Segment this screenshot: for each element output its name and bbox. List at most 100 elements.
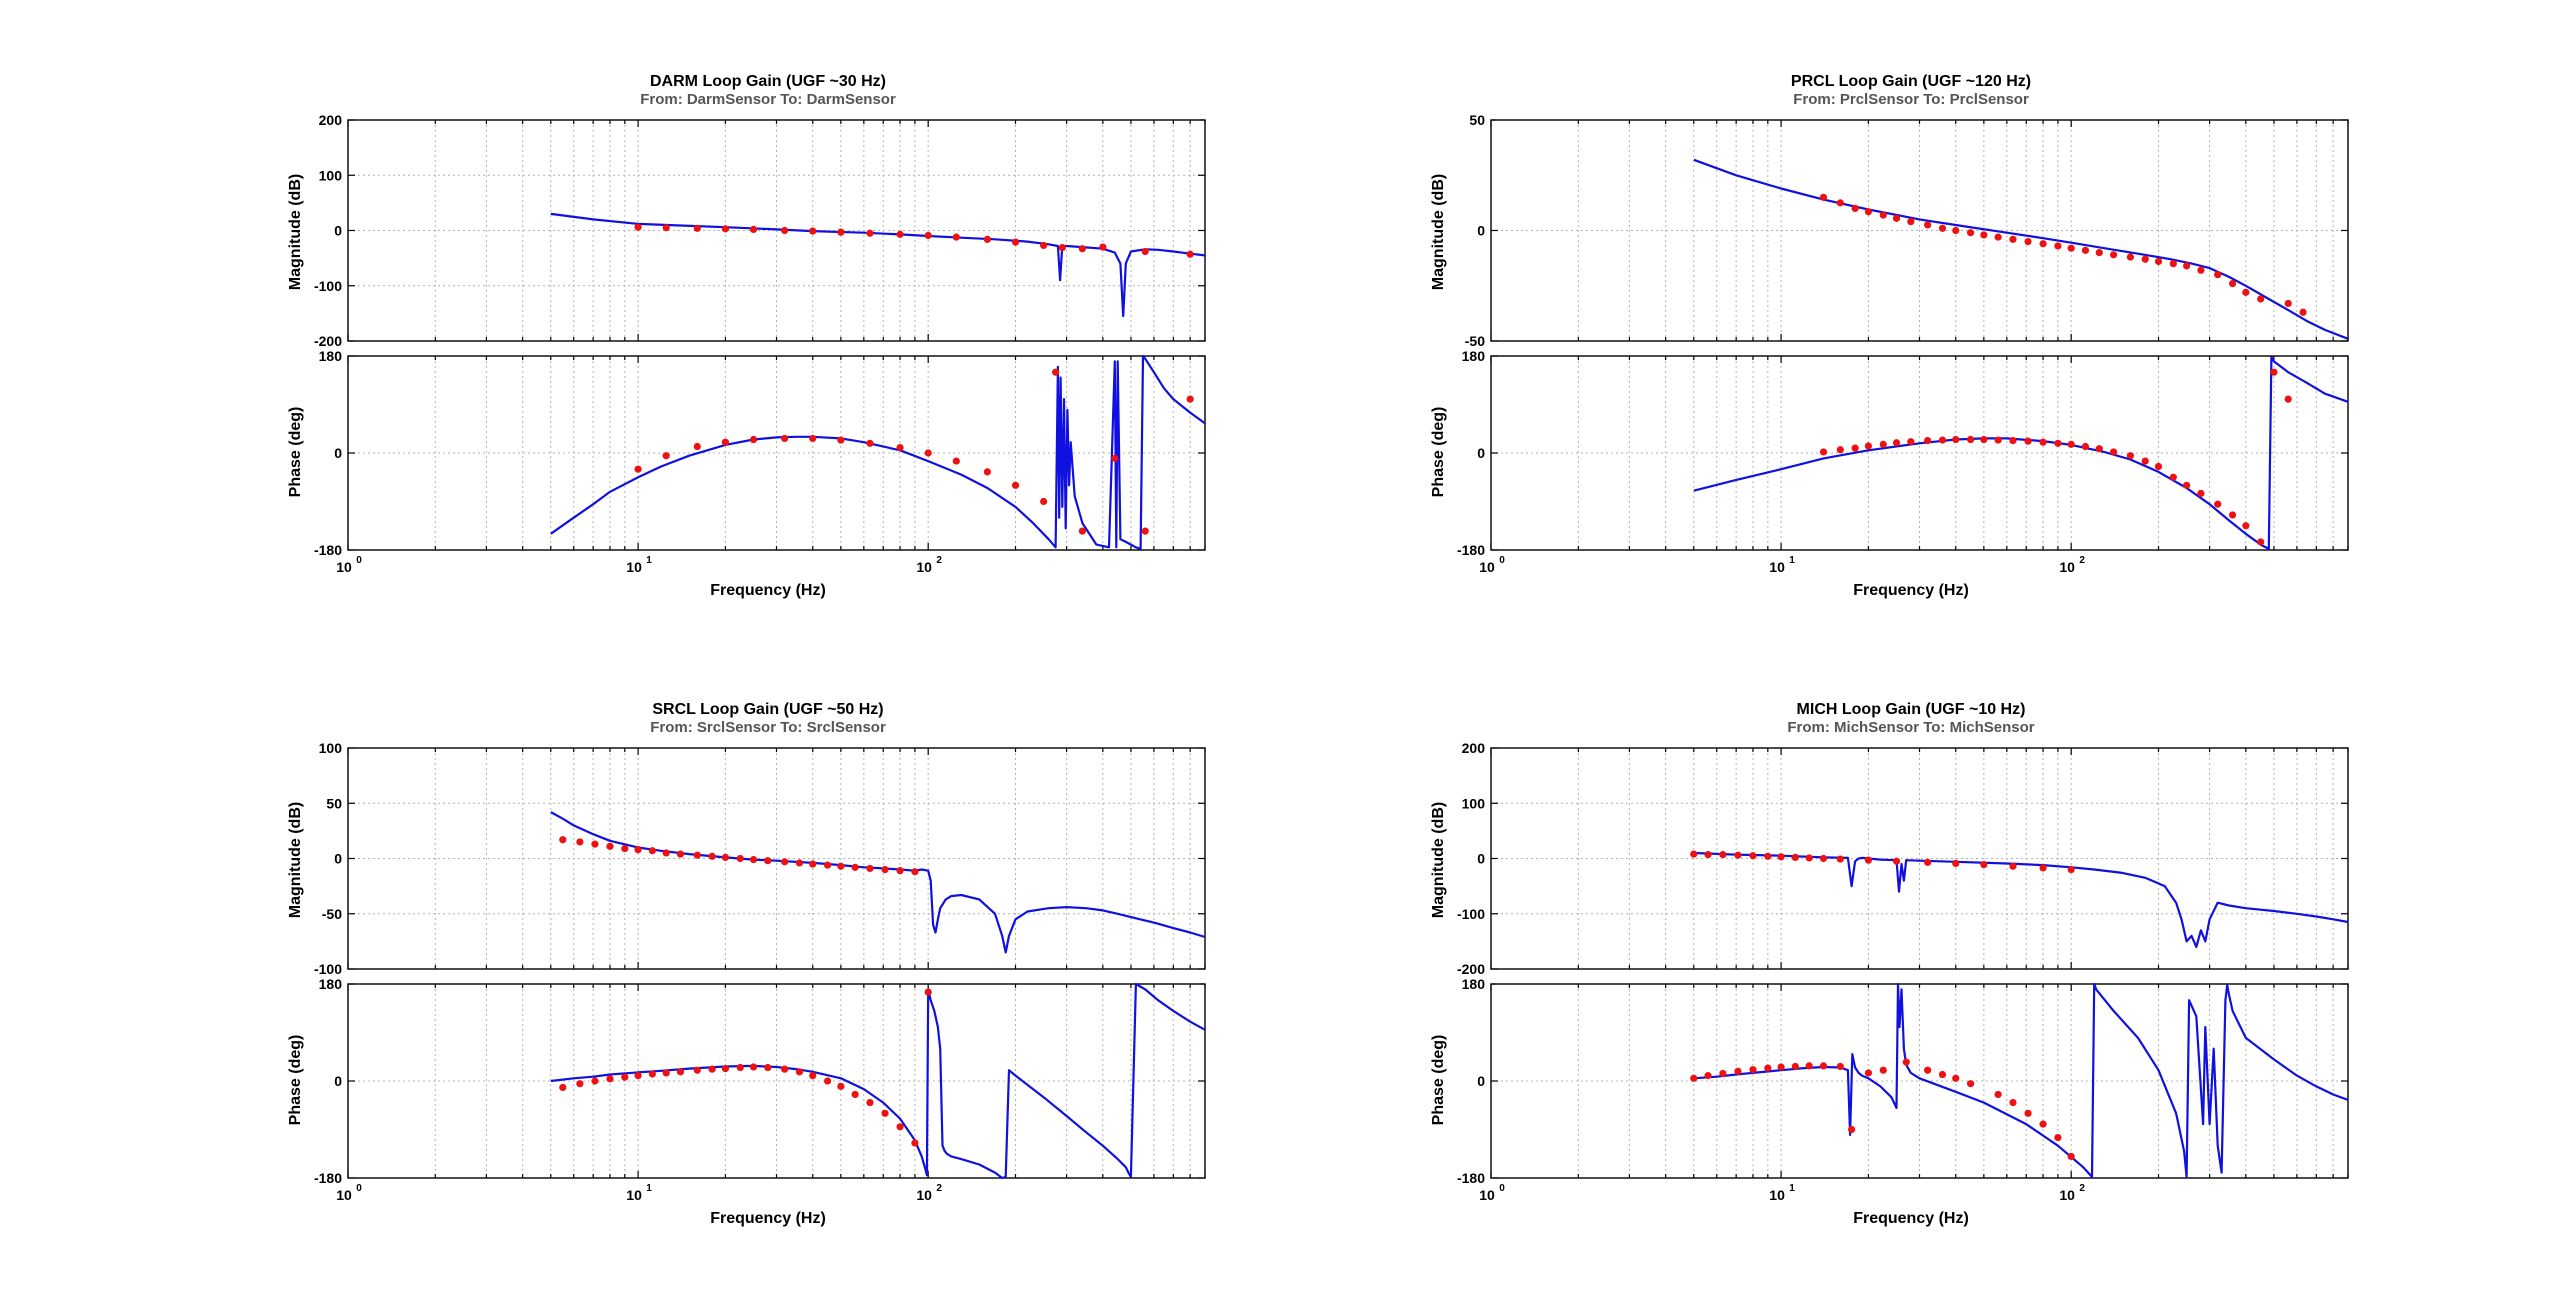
measured-point (1864, 856, 1873, 864)
measured-point (2169, 260, 2177, 268)
measured-point (1186, 395, 1194, 403)
chart-title: SRCL Loop Gain (UGF ~50 Hz) (652, 701, 883, 718)
measured-point (2197, 266, 2205, 274)
measured-point (1851, 444, 1859, 452)
measured-point (1864, 208, 1873, 216)
x-tick-label: 10 1 (626, 1183, 652, 1203)
measured-point (721, 1065, 730, 1073)
measured-point (1764, 1064, 1772, 1072)
model-curve (550, 982, 1206, 1180)
measured-point (866, 229, 874, 237)
y-tick-label: 200 (319, 112, 343, 128)
measured-point (924, 449, 932, 457)
measured-point (1690, 850, 1698, 858)
measured-point (1938, 224, 1947, 232)
measured-point (1819, 854, 1828, 863)
measured-point (559, 1083, 567, 1092)
measured-point (837, 1082, 845, 1090)
y-tick-label: -200 (314, 333, 342, 349)
phase-axes: -180 0 180 10 0 10 1 10 2 (314, 348, 1206, 575)
measured-point (1704, 1072, 1712, 1080)
measured-point (1819, 1062, 1828, 1070)
phase-axes: -180 0 180 10 0 10 1 10 2 (1457, 976, 2349, 1203)
y-tick-label: 100 (319, 167, 343, 183)
mich-panel: MICH Loop Gain (UGF ~10 Hz) From: MichSe… (1430, 701, 2349, 1227)
measured-point (2067, 1152, 2075, 1161)
magnitude-axis-label: Magnitude (dB) (287, 174, 304, 290)
measured-point (1805, 854, 1813, 862)
x-tick-label-exponent: 1 (1789, 1183, 1795, 1194)
measured-point (736, 1063, 744, 1072)
measured-point (1994, 436, 2002, 444)
y-tick-label: -180 (314, 1170, 342, 1186)
y-tick-label: 50 (1469, 112, 1485, 128)
measured-point (2081, 246, 2090, 254)
measured-point (866, 1098, 874, 1107)
measured-point (2039, 1120, 2047, 1128)
measured-point (896, 444, 904, 452)
x-tick-label: 10 2 (916, 555, 942, 575)
magnitude-axis-label: Magnitude (dB) (1430, 174, 1447, 290)
y-tick-label: 0 (334, 1073, 342, 1089)
measured-point (634, 223, 642, 231)
measured-point (1892, 439, 1901, 447)
measured-point (2169, 473, 2177, 481)
x-tick-label-exponent: 2 (2079, 1183, 2085, 1194)
magnitude-axis-label: Magnitude (dB) (287, 802, 304, 918)
x-tick-label: 10 2 (2059, 1183, 2085, 1203)
magnitude-axes: -200 -100 0 100 200 (314, 112, 1206, 349)
measured-point (1011, 481, 1020, 489)
measured-point (881, 1109, 889, 1117)
measured-point (736, 854, 744, 863)
model-curve (550, 212, 1206, 318)
model-curve (1693, 356, 2349, 551)
measured-point (2039, 240, 2047, 248)
measured-point (866, 439, 874, 447)
measured-point (1805, 1062, 1813, 1070)
measured-point (2024, 437, 2032, 445)
measured-point (881, 865, 889, 874)
x-tick-label: 10 1 (1769, 555, 1795, 575)
measured-point (576, 838, 584, 846)
measured-point (1966, 1080, 1975, 1088)
measured-point (2039, 438, 2047, 446)
measured-point (576, 1080, 584, 1088)
measured-point (2141, 457, 2149, 465)
measured-point (1980, 435, 1988, 444)
measured-point (781, 858, 789, 866)
measured-point (1864, 442, 1873, 450)
chart-subtitle: From: SrclSensor To: SrclSensor (650, 719, 886, 736)
y-tick-label: -180 (1457, 542, 1485, 558)
measured-point (2095, 249, 2103, 257)
y-tick-label: 200 (1462, 740, 1486, 756)
phase-axes: -180 0 180 10 0 10 1 10 2 (1457, 348, 2349, 575)
srcl-panel: SRCL Loop Gain (UGF ~50 Hz) From: SrclSe… (287, 701, 1206, 1227)
chart-title: DARM Loop Gain (UGF ~30 Hz) (650, 73, 886, 90)
prcl-panel: PRCL Loop Gain (UGF ~120 Hz) From: PrclS… (1430, 73, 2349, 599)
measured-point (952, 457, 960, 465)
measured-point (708, 1065, 716, 1073)
measured-point (1819, 193, 1828, 201)
measured-point (2284, 299, 2292, 308)
phase-axis-label: Phase (deg) (1430, 407, 1447, 498)
measured-point (676, 850, 685, 858)
y-tick-label: 180 (319, 348, 343, 364)
measured-point (2067, 865, 2075, 874)
measured-point (2126, 253, 2134, 261)
y-tick-label: -100 (314, 278, 342, 294)
measured-point (1836, 855, 1844, 863)
measured-point (1879, 1066, 1887, 1074)
x-tick-label-base: 10 (1769, 1187, 1785, 1203)
frequency-axis-label: Frequency (Hz) (1853, 582, 1969, 599)
x-tick-label-base: 10 (336, 1187, 352, 1203)
measured-point (1704, 851, 1712, 859)
measured-point (2009, 1098, 2017, 1107)
measured-point (606, 842, 614, 850)
magnitude-axes: -100 -50 0 50 100 (314, 740, 1206, 977)
measured-point (2214, 500, 2222, 508)
measured-point (896, 867, 904, 875)
x-tick-label-base: 10 (626, 1187, 642, 1203)
measured-point (2299, 308, 2307, 316)
